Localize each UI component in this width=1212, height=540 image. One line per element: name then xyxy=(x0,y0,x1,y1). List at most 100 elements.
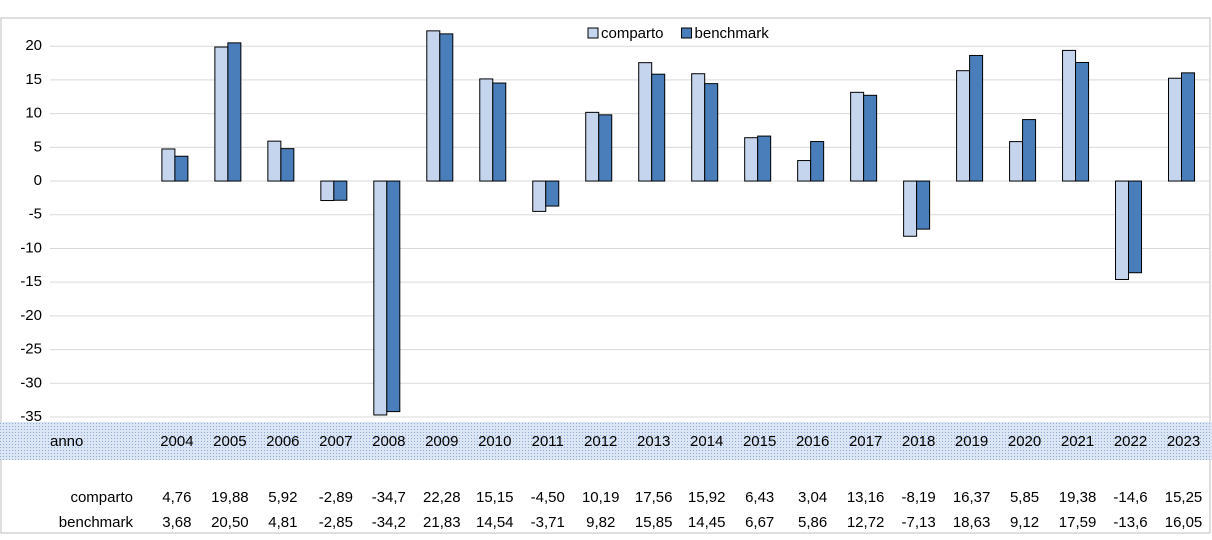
bar xyxy=(161,148,176,182)
x-tick-label: 2007 xyxy=(319,433,352,450)
bar xyxy=(280,148,295,182)
table-cell: 6,67 xyxy=(745,514,774,531)
bar xyxy=(969,54,984,182)
bar xyxy=(757,135,772,182)
bar xyxy=(426,30,441,182)
table-cell: 15,92 xyxy=(688,489,726,506)
x-tick-label: 2008 xyxy=(372,433,405,450)
bar xyxy=(492,82,507,182)
table-cell: -4,50 xyxy=(531,489,565,506)
y-tick-label: 20 xyxy=(25,37,42,54)
table-row-label: benchmark xyxy=(59,514,134,531)
x-tick-label: 2011 xyxy=(532,433,564,450)
table-cell: 19,38 xyxy=(1059,489,1097,506)
x-tick-label: 2009 xyxy=(425,433,458,450)
bar xyxy=(1128,180,1143,274)
chart-border xyxy=(0,17,1211,534)
table-row-label: comparto xyxy=(70,489,133,506)
bar xyxy=(704,83,719,182)
x-tick-label: 2019 xyxy=(955,433,988,450)
x-tick-label: 2015 xyxy=(743,433,776,450)
table-cell: 6,43 xyxy=(745,489,774,506)
bar xyxy=(1009,141,1024,182)
table-cell: 3,68 xyxy=(162,514,191,531)
y-tick-label: 15 xyxy=(25,71,42,88)
bar xyxy=(214,46,229,182)
bar xyxy=(810,141,825,182)
bar xyxy=(863,94,878,182)
y-tick-label: 5 xyxy=(34,138,42,155)
legend-label: comparto xyxy=(601,25,664,42)
x-tick-label: 2013 xyxy=(637,433,670,450)
table-cell: 4,76 xyxy=(162,489,191,506)
bar xyxy=(1168,77,1183,182)
y-tick-label: -25 xyxy=(20,341,42,358)
table-cell: 4,81 xyxy=(268,514,297,531)
table-cell: 5,85 xyxy=(1010,489,1039,506)
x-tick-label: 2010 xyxy=(478,433,511,450)
x-tick-label: 2014 xyxy=(690,433,723,450)
bar xyxy=(1022,119,1037,182)
bar xyxy=(903,180,918,237)
bar xyxy=(174,155,189,182)
bar xyxy=(651,73,666,182)
table-cell: -34,7 xyxy=(372,489,406,506)
table-cell: 3,04 xyxy=(798,489,827,506)
x-tick-label: 2006 xyxy=(266,433,299,450)
table-cell: 15,15 xyxy=(476,489,514,506)
table-cell: 18,63 xyxy=(953,514,991,531)
bar xyxy=(320,180,335,202)
table-cell: 14,54 xyxy=(476,514,514,531)
bar xyxy=(585,111,600,182)
table-cell: 10,19 xyxy=(582,489,620,506)
bar xyxy=(1115,180,1130,280)
table-header: anno xyxy=(50,433,83,450)
table-cell: -2,89 xyxy=(319,489,353,506)
y-tick-label: -10 xyxy=(20,239,42,256)
table-cell: -3,71 xyxy=(531,514,565,531)
table-cell: 14,45 xyxy=(688,514,726,531)
bar xyxy=(439,33,454,182)
y-tick-label: -15 xyxy=(20,273,42,290)
table-cell: 17,59 xyxy=(1059,514,1097,531)
y-tick-label: -35 xyxy=(20,408,42,425)
bar xyxy=(373,180,388,416)
bar xyxy=(1075,61,1090,182)
table-cell: -7,13 xyxy=(902,514,936,531)
table-cell: -34,2 xyxy=(372,514,406,531)
table-cell: 13,16 xyxy=(847,489,885,506)
table-cell: -8,19 xyxy=(902,489,936,506)
table-cell: 9,82 xyxy=(586,514,615,531)
bar xyxy=(598,114,613,182)
x-tick-label: 2020 xyxy=(1008,433,1041,450)
x-tick-label: 2023 xyxy=(1167,433,1200,450)
x-tick-label: 2016 xyxy=(796,433,829,450)
y-tick-label: -5 xyxy=(29,206,42,223)
legend-swatch xyxy=(587,27,599,39)
table-cell: 15,25 xyxy=(1165,489,1203,506)
bar xyxy=(1062,49,1077,182)
x-tick-label: 2017 xyxy=(849,433,882,450)
bar xyxy=(479,78,494,182)
table-cell: 17,56 xyxy=(635,489,673,506)
x-tick-label: 2004 xyxy=(160,433,193,450)
table-cell: 12,72 xyxy=(847,514,885,531)
bar xyxy=(916,180,931,230)
table-cell: -14,6 xyxy=(1113,489,1147,506)
bar xyxy=(532,180,547,212)
bar xyxy=(956,70,971,182)
x-tick-label: 2005 xyxy=(213,433,246,450)
x-tick-label: 2018 xyxy=(902,433,935,450)
bar xyxy=(1181,72,1196,182)
bar xyxy=(744,137,759,182)
table-cell: -13,6 xyxy=(1113,514,1147,531)
table-cell: 9,12 xyxy=(1010,514,1039,531)
bar xyxy=(691,73,706,182)
y-tick-label: 10 xyxy=(25,105,42,122)
table-cell: 5,92 xyxy=(268,489,297,506)
x-tick-label: 2012 xyxy=(584,433,617,450)
table-cell: 21,83 xyxy=(423,514,461,531)
legend-label: benchmark xyxy=(695,25,770,42)
table-cell: 20,50 xyxy=(211,514,249,531)
